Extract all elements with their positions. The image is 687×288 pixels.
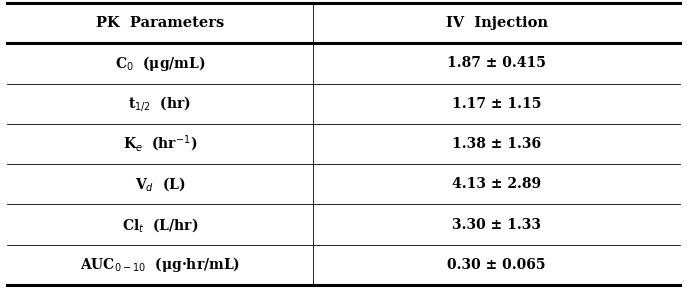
Text: Cl$_t$  (L/hr): Cl$_t$ (L/hr) <box>122 216 199 234</box>
Text: 0.30 ± 0.065: 0.30 ± 0.065 <box>447 258 546 272</box>
Text: 1.17 ± 1.15: 1.17 ± 1.15 <box>452 97 541 111</box>
Text: C$_0$  (μg/mL): C$_0$ (μg/mL) <box>115 54 205 73</box>
Text: AUC$_{0-10}$  (μg·hr/mL): AUC$_{0-10}$ (μg·hr/mL) <box>80 255 240 274</box>
Text: 3.30 ± 1.33: 3.30 ± 1.33 <box>452 218 541 232</box>
Text: K$_e$  (hr$^{-1}$): K$_e$ (hr$^{-1}$) <box>123 134 197 154</box>
Text: 4.13 ± 2.89: 4.13 ± 2.89 <box>452 177 541 191</box>
Text: PK  Parameters: PK Parameters <box>96 16 224 30</box>
Text: IV  Injection: IV Injection <box>446 16 548 30</box>
Text: 1.87 ± 0.415: 1.87 ± 0.415 <box>447 56 546 70</box>
Text: 1.38 ± 1.36: 1.38 ± 1.36 <box>452 137 541 151</box>
Text: V$_d$  (L): V$_d$ (L) <box>135 175 185 193</box>
Text: t$_{1/2}$  (hr): t$_{1/2}$ (hr) <box>128 94 192 113</box>
